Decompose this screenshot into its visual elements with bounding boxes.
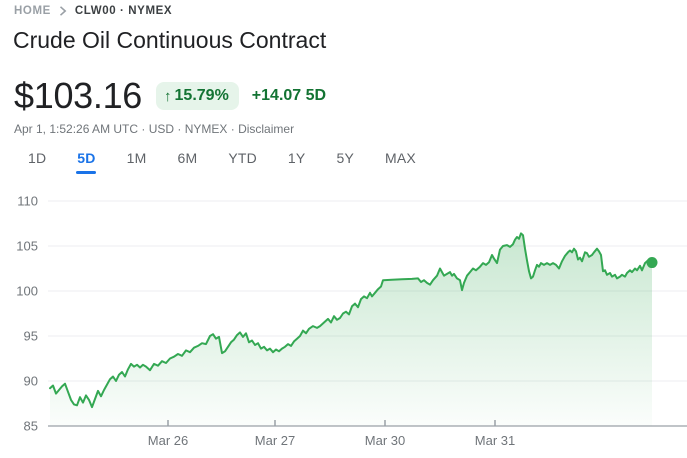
breadcrumb: HOME CLW00 · NYMEX <box>14 5 172 17</box>
tab-label: 5Y <box>336 150 354 166</box>
percent-change-value: 15.79% <box>174 87 229 104</box>
price-chart-svg: Mar 26 Mar 27 Mar 30 Mar 31 110 105 100 95 90 85 <box>16 194 687 448</box>
breadcrumb-home-link[interactable]: HOME <box>14 5 51 17</box>
y-axis-label: 110 <box>17 194 38 209</box>
active-tab-underline <box>76 171 97 174</box>
tab-5d[interactable]: 5D <box>76 150 97 174</box>
disclaimer-link[interactable]: Disclaimer <box>238 122 295 136</box>
y-axis-label: 85 <box>24 419 38 434</box>
tab-5y[interactable]: 5Y <box>336 150 354 174</box>
chevron-right-icon <box>59 6 67 16</box>
current-price: $103.16 <box>14 75 143 116</box>
tab-label: 1Y <box>287 150 306 166</box>
price-row: $103.16 ↑ 15.79% +14.07 5D <box>14 75 327 116</box>
x-axis-label: Mar 26 <box>148 433 188 448</box>
absolute-change: +14.07 5D <box>251 87 327 104</box>
x-axis-label: Mar 31 <box>475 433 515 448</box>
tab-max[interactable]: MAX <box>385 150 416 174</box>
y-axis-label: 100 <box>16 284 38 299</box>
x-axis-label: Mar 27 <box>255 433 295 448</box>
arrow-up-icon: ↑ <box>164 87 172 105</box>
tab-label: 5D <box>77 150 96 166</box>
tab-1m[interactable]: 1M <box>127 150 147 174</box>
tab-label: 6M <box>177 150 198 166</box>
last-price-dot <box>646 257 658 269</box>
percent-change-badge: ↑ 15.79% <box>156 82 239 110</box>
tab-label: 1D <box>28 150 47 166</box>
tab-ytd[interactable]: YTD <box>228 150 257 174</box>
price-chart[interactable]: Mar 26 Mar 27 Mar 30 Mar 31 110 105 100 95 90 85 <box>0 185 687 458</box>
quote-meta: Apr 1, 1:52:26 AM UTC · USD · NYMEX · Di… <box>14 122 294 136</box>
y-axis-label: 90 <box>24 374 38 389</box>
x-axis-label: Mar 30 <box>365 433 405 448</box>
tab-label: 1M <box>126 150 147 166</box>
time-range-tabs: 1D 5D 1M 6M YTD 1Y 5Y MAX <box>28 150 416 174</box>
tab-6m[interactable]: 6M <box>177 150 197 174</box>
tab-label: YTD <box>228 150 257 166</box>
breadcrumb-symbol: CLW00 · NYMEX <box>74 5 173 17</box>
tab-label: MAX <box>384 150 416 166</box>
y-axis-label: 105 <box>16 239 38 254</box>
tab-1d[interactable]: 1D <box>28 150 46 174</box>
page-title: Crude Oil Continuous Contract <box>13 27 327 53</box>
y-axis-label: 95 <box>24 329 38 344</box>
tab-1y[interactable]: 1Y <box>288 150 306 174</box>
price-line <box>49 232 653 409</box>
area-fill <box>50 233 652 426</box>
quote-timestamp: Apr 1, 1:52:26 AM UTC · USD · NYMEX · <box>14 122 239 136</box>
